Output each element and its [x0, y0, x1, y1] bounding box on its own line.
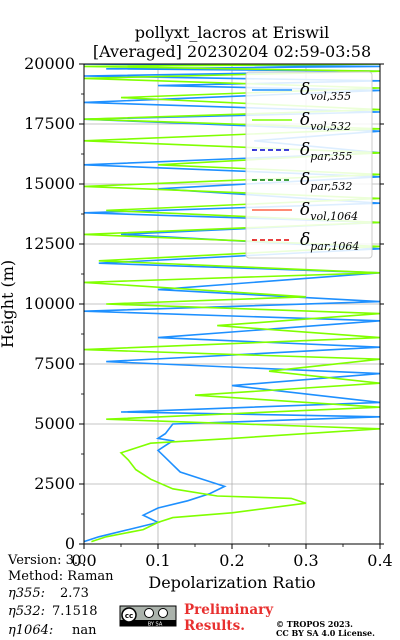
preliminary-text-line1: Preliminary — [184, 602, 274, 618]
y-tick-label-3: 7500 — [34, 354, 75, 373]
series-line-1 — [84, 64, 380, 543]
x-tick-label-2: 0.2 — [219, 551, 244, 570]
cc-badge-caption: BY SA — [148, 622, 163, 628]
legend-box — [245, 71, 373, 259]
cc-badge-text: cc — [125, 612, 133, 620]
y-tick-label-5: 12500 — [24, 234, 75, 253]
y-axis-label: Height (m) — [0, 260, 17, 348]
eta1064-value: nan — [72, 623, 97, 638]
legend-label-5: δpar,1064 — [300, 230, 359, 253]
x-tick-label-4: 0.4 — [367, 551, 392, 570]
y-tick-label-1: 2500 — [34, 474, 75, 493]
eta532-value: 7.1518 — [52, 604, 98, 619]
cc-icon — [121, 607, 137, 623]
ticks: 0.0 0.1 0.2 0.3 0.4 0 2500 5000 7500 10000 12500 15… — [24, 54, 393, 570]
legend-label-2: δpar,355 — [300, 140, 352, 163]
x-tick-label-3: 0.3 — [293, 551, 318, 570]
legend-label-1: δvol,532 — [300, 110, 351, 133]
eta355-value: 2.73 — [60, 586, 89, 601]
eta532-label: η532: — [8, 604, 45, 619]
chart-title-line1: pollyxt_lacros at Eriswil — [135, 23, 329, 42]
footer-info: Version: 3.0 Method: Raman η355: 2.73 η5… — [7, 553, 114, 638]
legend-label-0: δvol,355 — [300, 80, 351, 103]
x-axis-label: Depolarization Ratio — [148, 573, 315, 592]
version-text: Version: 3.0 — [7, 553, 86, 568]
series-layer — [84, 64, 380, 543]
x-tick-label-0: 0.0 — [71, 551, 96, 570]
y-tick-label-4: 10000 — [24, 294, 75, 313]
y-tick-label-8: 20000 — [24, 54, 75, 73]
by-icon — [144, 608, 154, 618]
cc-license-badge: cc BY SA — [119, 605, 177, 628]
y-tick-label-7: 17500 — [24, 114, 75, 133]
y-tick-label-0: 0 — [65, 534, 75, 553]
sa-icon — [158, 608, 168, 618]
preliminary-text-line2: Results. — [184, 618, 245, 634]
y-tick-label-2: 5000 — [34, 414, 75, 433]
series-line-0 — [84, 64, 380, 543]
legend-label-3: δpar,532 — [300, 170, 352, 193]
license-line2: CC BY SA 4.0 License. — [276, 628, 375, 638]
license-line1: © TROPOS 2023. — [276, 619, 353, 629]
legend: δvol,355 δvol,532 δpar,355 δpar,532 δvol,106… — [245, 71, 373, 259]
x-tick-label-1: 0.1 — [145, 551, 170, 570]
eta355-label: η355: — [8, 586, 45, 601]
chart-title-line2: [Averaged] 20230204 02:59-03:58 — [93, 42, 371, 61]
legend-label-4: δvol,1064 — [300, 200, 358, 223]
method-text: Method: Raman — [8, 569, 114, 584]
eta1064-label: η1064: — [8, 623, 53, 638]
y-tick-label-6: 15000 — [24, 174, 75, 193]
